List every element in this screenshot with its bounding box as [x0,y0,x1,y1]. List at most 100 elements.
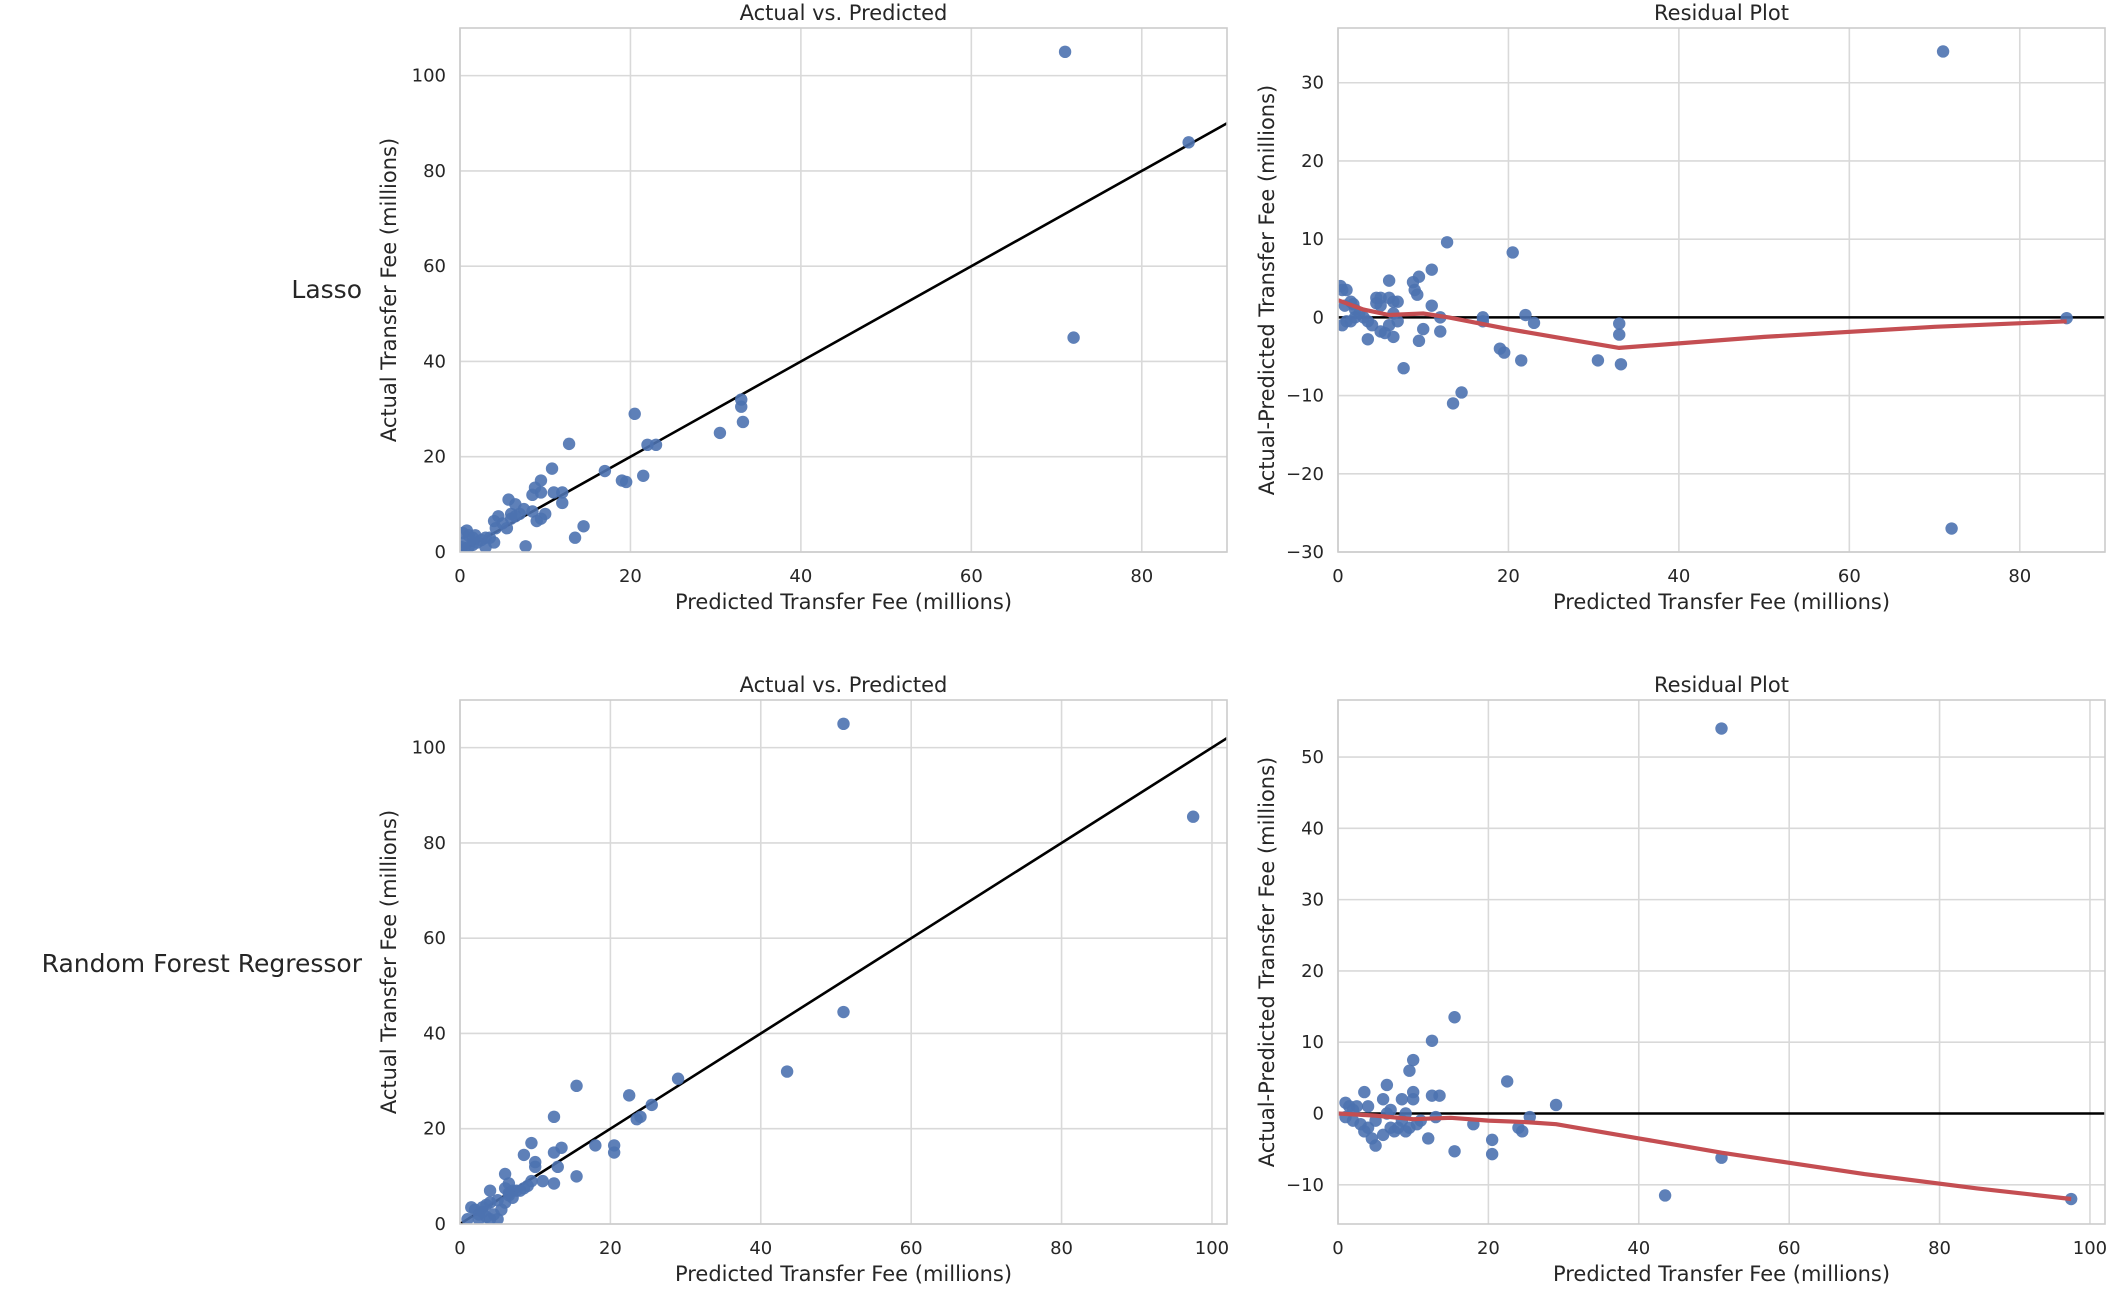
rf-residual-plot-point [1361,1100,1375,1113]
rf-residual-plot-point [1358,1085,1371,1099]
lasso-actual-vs-predicted-point [568,531,582,544]
rf-actual-vs-predicted-plot-area [460,700,1227,1224]
lasso-residual-plot-point [1455,386,1468,399]
rf-residual-plot-point [1380,1078,1394,1092]
rf-actual-vs-predicted-point [551,1160,564,1174]
rf-actual-vs-predicted-point [525,1136,538,1150]
rf-actual-vs-predicted-x-tick-label: 0 [454,1238,465,1259]
rf-actual-vs-predicted-point [472,1213,485,1224]
lasso-residual-plot-frame [1337,27,2106,553]
lasso-residual-plot-y-tick-label: 20 [1301,151,1324,172]
rf-residual-plot-frame [1337,699,2106,1225]
rf-residual-plot-point [1403,1064,1416,1077]
rf-residual-plot-x-tick-label: 60 [1778,1238,1801,1259]
lasso-residual-plot-point [1440,236,1454,249]
rf-residual-plot-x-tick-label: 20 [1477,1238,1500,1259]
rf-residual-plot-point [1346,1114,1360,1127]
rf-residual-plot-point [1369,1139,1382,1152]
lasso-actual-vs-predicted-x-tick-label: 40 [789,566,812,587]
rf-residual-plot-point [1433,1089,1446,1102]
rf-actual-vs-predicted-identity-line [460,737,1227,1224]
lasso-residual-plot-point [1425,299,1438,312]
rf-actual-vs-predicted-point [630,1113,643,1126]
lasso-actual-vs-predicted-x-tick-label: 80 [1130,566,1153,587]
lasso-residual-plot-point [1417,322,1430,336]
rf-actual-vs-predicted-point [622,1089,636,1102]
lasso-actual-vs-predicted-point [526,488,539,502]
lasso-actual-vs-predicted-point [713,426,727,440]
lasso-actual-vs-predicted-point [619,475,633,489]
lasso-residual-plot-point [1614,358,1628,371]
lasso-actual-vs-predicted-point [530,514,543,528]
lasso-residual-plot-point [1506,246,1519,259]
lasso-residual-plot-point [1387,330,1400,344]
lasso-actual-vs-predicted-frame [459,27,1228,553]
rf-actual-vs-predicted-x-tick-label: 100 [1195,1238,1229,1259]
lasso-residual-plot-plot-area [1338,28,2105,552]
rf-residual-plot-lowess-line [1338,1111,2072,1202]
rf-actual-vs-predicted-x-axis-label: Predicted Transfer Fee (millions) [675,1262,1012,1286]
lasso-actual-vs-predicted-point [649,438,663,452]
lasso-actual-vs-predicted-point [577,520,590,533]
rf-residual-plot-y-tick-label: 40 [1301,818,1324,839]
rf-actual-vs-predicted-y-tick-label: 20 [423,1119,446,1140]
rf-actual-vs-predicted-frame [459,699,1228,1225]
rf-residual-plot-title: Residual Plot [1654,673,1789,697]
lasso-residual-plot-lowess-line [1338,298,2067,350]
rf-actual-vs-predicted-y-tick-label: 80 [423,833,446,854]
lasso-actual-vs-predicted-point [489,521,502,535]
rf-residual-plot-x-tick-label: 80 [1928,1238,1951,1259]
rf-actual-vs-predicted-point [498,1167,512,1181]
rf-actual-vs-predicted-y-tick-label: 100 [412,738,446,759]
rf-residual-plot-point [1549,1098,1563,1112]
lasso-actual-vs-predicted-point [479,541,492,552]
rf-actual-vs-predicted-panel: 0 20 40 60 80 100 0 20 40 60 80 100 Actual vs. Predi… [377,673,1229,1286]
lasso-residual-plot-point [1936,45,1950,58]
lasso-actual-vs-predicted-panel: 0 20 40 60 80 0 20 40 60 80 100 Actual vs. Predicte… [377,1,1228,614]
lasso-actual-vs-predicted-point [736,415,750,429]
rf-residual-plot-y-axis-label: Actual-Predicted Transfer Fee (millions) [1255,757,1279,1167]
rf-residual-plot-point [1448,1145,1461,1158]
rf-residual-plot-point [1658,1189,1672,1202]
rf-actual-vs-predicted-x-tick-label: 20 [599,1238,622,1259]
lasso-actual-vs-predicted-x-tick-label: 60 [960,566,983,587]
lasso-residual-plot-y-tick-label: −20 [1286,464,1324,485]
rf-residual-plot-point [1376,1093,1390,1106]
lasso-residual-plot-y-tick-label: −30 [1286,542,1324,563]
rf-residual-plot-point [1406,1053,1420,1067]
lasso-residual-plot-point [1434,325,1447,338]
lasso-residual-plot-point [1411,288,1424,301]
lasso-residual-plot-point [1613,317,1626,330]
lasso-actual-vs-predicted-title: Actual vs. Predicted [740,1,948,25]
lasso-actual-vs-predicted-y-tick-label: 100 [412,66,446,87]
lasso-actual-vs-predicted-point [1058,45,1072,59]
lasso-residual-plot-y-tick-label: 30 [1301,73,1324,94]
lasso-actual-vs-predicted-point [469,529,482,542]
rf-residual-plot-point [1485,1133,1499,1147]
lasso-actual-vs-predicted-x-tick-label: 0 [454,566,465,587]
lasso-actual-vs-predicted-identity-line [460,122,1227,552]
rf-residual-plot-y-tick-label: 10 [1301,1032,1324,1053]
lasso-actual-vs-predicted-point [628,407,641,421]
rf-actual-vs-predicted-point [645,1098,658,1112]
lasso-residual-plot-x-tick-label: 80 [2008,566,2031,587]
lasso-residual-plot-point [1476,311,1490,324]
lasso-residual-plot-point [1515,354,1528,367]
rf-residual-plot-point [1500,1075,1514,1088]
rf-actual-vs-predicted-y-axis-label: Actual Transfer Fee (millions) [377,810,401,1114]
lasso-actual-vs-predicted-point [598,464,612,478]
lasso-residual-plot-x-tick-label: 0 [1332,566,1343,587]
lasso-actual-vs-predicted-point [460,526,469,540]
rf-actual-vs-predicted-y-tick-label: 60 [423,928,446,949]
lasso-residual-plot-y-tick-label: 0 [1313,307,1324,328]
lasso-residual-plot-y-tick-label: 10 [1301,229,1324,250]
rf-residual-plot-x-tick-label: 0 [1332,1238,1343,1259]
lasso-actual-vs-predicted-point [500,521,514,535]
rf-residual-plot-y-tick-label: 0 [1313,1103,1324,1124]
rf-residual-plot-point [1395,1093,1409,1106]
lasso-residual-plot-point [1397,362,1410,375]
rf-actual-vs-predicted-x-tick-label: 60 [900,1238,923,1259]
lasso-actual-vs-predicted-point [547,486,560,499]
lasso-actual-vs-predicted-point [641,438,654,452]
